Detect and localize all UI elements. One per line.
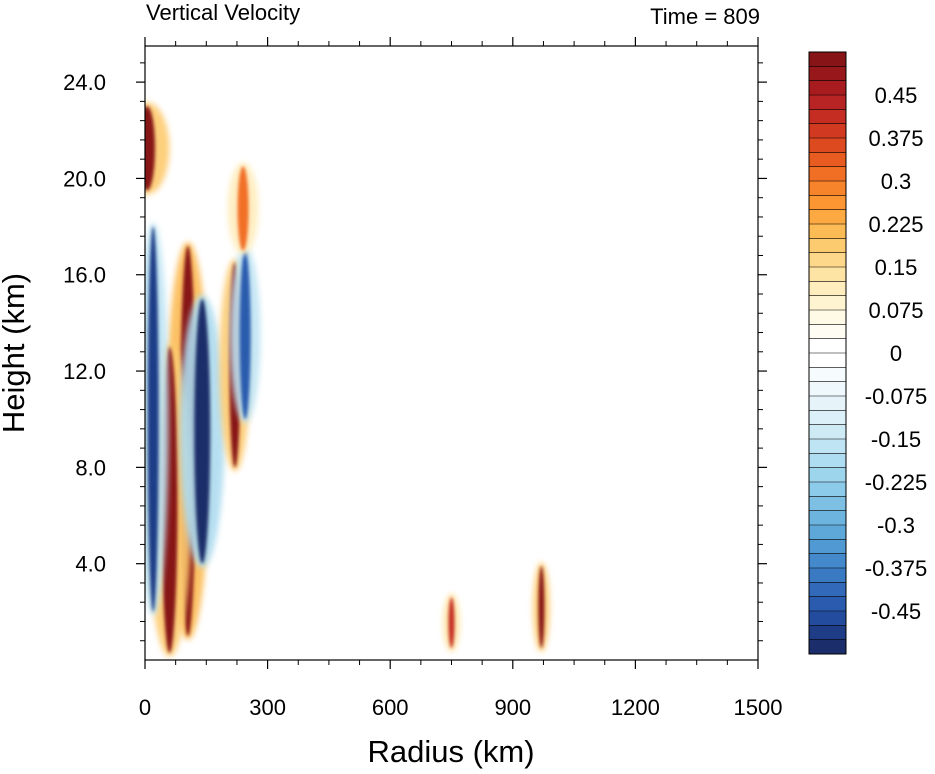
colorbar-segment (809, 582, 846, 598)
colorbar-segment (809, 453, 846, 469)
colorbar-segment (809, 568, 846, 583)
x-axis-label: Radius (km) (367, 734, 534, 769)
updraft-core (237, 166, 249, 251)
colorbar-tick-label: 0.15 (875, 255, 918, 280)
colorbar-segment (809, 181, 846, 196)
colorbar-segment (809, 267, 846, 282)
colorbar-tick-label: 0.075 (868, 298, 923, 323)
colorbar-segment (809, 424, 846, 440)
colorbar-segment (809, 195, 846, 211)
colorbar-segment (809, 238, 846, 254)
colorbar-segment (809, 123, 846, 139)
time-label: Time = 809 (650, 4, 760, 29)
colorbar-tick-label: -0.3 (877, 513, 915, 538)
downdraft-core (147, 226, 159, 612)
updraft-core (448, 597, 455, 648)
colorbar-tick-label: -0.225 (865, 470, 927, 495)
colorbar-segment (809, 525, 846, 540)
colorbar-segment (809, 381, 846, 397)
colorbar-tick-label: 0.3 (881, 169, 912, 194)
y-axis-label: Height (km) (0, 273, 31, 433)
colorbar-segment (809, 209, 846, 225)
colorbar-segment (809, 281, 846, 297)
colorbar-tick-label: 0.375 (868, 126, 923, 151)
colorbar-segment (809, 224, 846, 239)
x-tick-label: 0 (139, 695, 151, 720)
y-tick-label: 12.0 (63, 359, 106, 384)
y-tick-label: 24.0 (63, 70, 106, 95)
y-tick-labels: 4.0 8.0 12.0 16.0 20.0 24.0 (63, 70, 106, 577)
colorbar-segment (809, 109, 846, 125)
colorbar-segment (809, 553, 846, 569)
y-tick-label: 8.0 (75, 455, 106, 480)
colorbar-segment (809, 324, 846, 340)
colorbar-segment (809, 611, 846, 626)
y-tick-label: 16.0 (63, 263, 106, 288)
colorbar-segment (809, 95, 846, 110)
colorbar-labels: 0.45 0.375 0.3 0.225 0.15 0.075 0 -0.075 -0.15 -0… (865, 83, 927, 624)
colorbar-tick-label: -0.075 (865, 384, 927, 409)
colorbar-segment (809, 138, 846, 153)
x-tick-label: 900 (494, 695, 531, 720)
colorbar-segment (809, 482, 846, 497)
chart-title: Vertical Velocity (146, 0, 300, 25)
colorbar-segment (809, 66, 846, 82)
x-tick-labels: 0 300 600 900 1200 1500 (139, 695, 783, 720)
colorbar-segment (809, 410, 846, 426)
x-tick-label: 1200 (611, 695, 660, 720)
colorbar-segment (809, 596, 846, 612)
colorbar-tick-label: 0.45 (875, 83, 918, 108)
colorbar-segment (809, 295, 846, 311)
axis-ticks (136, 37, 767, 669)
colorbar-frame (808, 51, 847, 655)
y-tick-label: 4.0 (75, 552, 106, 577)
x-tick-label: 300 (249, 695, 286, 720)
colorbar-segment (809, 539, 846, 555)
colorbar-tick-label: -0.45 (871, 599, 921, 624)
downdraft-core (194, 298, 211, 564)
colorbar-segment (809, 80, 846, 96)
colorbar-tick-label: 0 (890, 341, 902, 366)
colorbar-segment (809, 166, 846, 182)
colorbar-segment (809, 439, 846, 454)
colorbar-segment (809, 510, 846, 526)
colorbar-segment (809, 353, 846, 368)
colorbar-tick-label: 0.225 (868, 212, 923, 237)
colorbar-segment (809, 52, 846, 67)
velocity-field (145, 102, 550, 657)
x-tick-label: 600 (372, 695, 409, 720)
colorbar-segment (809, 310, 846, 325)
y-tick-label: 20.0 (63, 166, 106, 191)
colorbar-segment (809, 338, 846, 354)
colorbar-segment (809, 252, 846, 268)
updraft-core (145, 106, 156, 191)
colorbar-segment (809, 396, 846, 411)
updraft-core (538, 566, 545, 648)
colorbar-segment (809, 152, 846, 168)
colorbar-segment (809, 367, 846, 383)
colorbar-segment (809, 639, 846, 655)
colorbar-tick-label: -0.375 (865, 556, 927, 581)
colorbar (808, 51, 847, 655)
colorbar-segment (809, 467, 846, 483)
colorbar-tick-label: -0.15 (871, 427, 921, 452)
colorbar-segment (809, 625, 846, 641)
downdraft-core (239, 250, 251, 420)
colorbar-segment (809, 496, 846, 512)
x-tick-label: 1500 (734, 695, 783, 720)
